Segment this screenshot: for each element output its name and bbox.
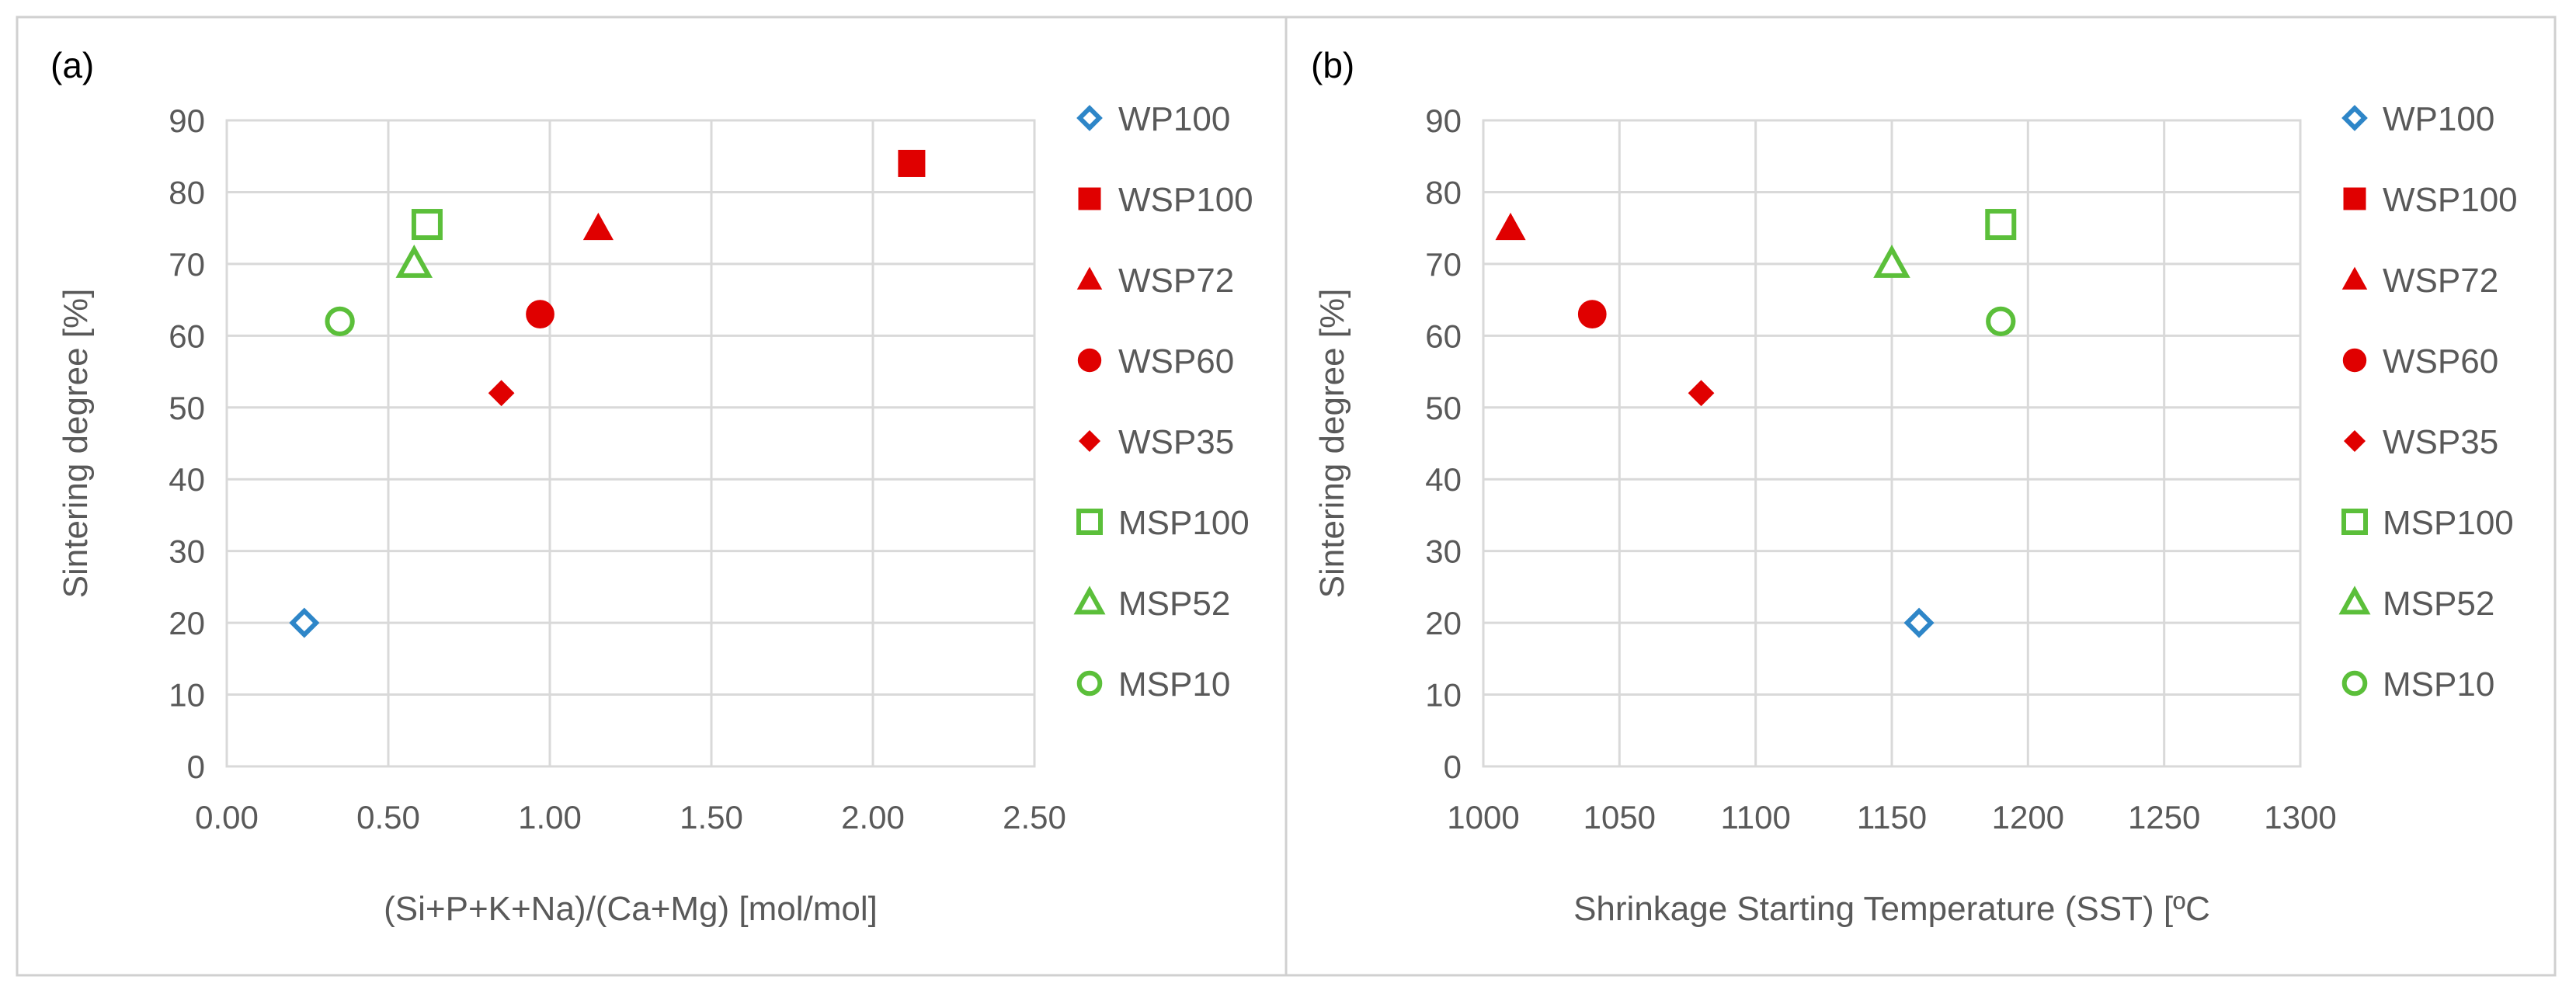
legend-marker-msp100	[2341, 509, 2368, 535]
legend-marker-wsp100	[2343, 187, 2366, 210]
legend-marker-wsp35	[1078, 429, 1101, 453]
data-point-msp10	[325, 306, 355, 336]
x-tick-label: 0.00	[195, 799, 259, 835]
x-tick-label: 1100	[1721, 799, 1791, 835]
legend-label-wsp35: WSP35	[1118, 423, 1234, 461]
y-tick-label: 30	[169, 533, 205, 570]
plot-area	[1482, 119, 2302, 768]
legend-label-wp100: WP100	[2383, 100, 2494, 138]
panel-b-frame	[1285, 16, 2557, 977]
y-tick-label: 30	[1425, 533, 1462, 570]
y-tick-label: 90	[1425, 102, 1462, 139]
legend-marker-wsp35	[2343, 429, 2366, 453]
data-point-wsp35	[1688, 380, 1715, 407]
x-tick-label: 0.50	[356, 799, 420, 835]
x-tick-label: 1000	[1447, 799, 1519, 835]
legend-label-wsp100: WSP100	[1118, 181, 1253, 219]
y-tick-label: 10	[169, 677, 205, 714]
y-tick-label: 0	[1444, 749, 1462, 785]
data-point-wsp100	[898, 149, 926, 177]
legend-marker-wsp72	[2341, 266, 2368, 290]
legend-marker-msp10	[2341, 670, 2368, 697]
legend-label-wp100: WP100	[1118, 100, 1230, 138]
y-tick-label: 20	[1425, 605, 1462, 641]
legend-label-wsp60: WSP60	[2383, 342, 2498, 380]
legend-label-wsp72: WSP72	[2383, 262, 2498, 300]
y-tick-label: 80	[169, 174, 205, 210]
y-tick-label: 60	[1425, 318, 1462, 354]
y-tick-label: 70	[169, 246, 205, 283]
legend-label-msp10: MSP10	[1118, 665, 1230, 703]
legend-marker-wsp100	[1078, 187, 1101, 210]
legend-label-msp100: MSP100	[2383, 504, 2514, 542]
x-tick-label: 1200	[1992, 799, 2064, 835]
y-tick-label: 50	[1425, 390, 1462, 426]
legend-label-wsp60: WSP60	[1118, 342, 1234, 380]
y-tick-label: 20	[169, 605, 205, 641]
x-tick-label: 1150	[1857, 799, 1927, 835]
legend-marker-wp100	[2341, 105, 2368, 131]
x-tick-label: 2.50	[1003, 799, 1066, 835]
legend-marker-msp100	[1076, 509, 1103, 535]
x-tick-label: 2.00	[841, 799, 905, 835]
legend-label-msp100: MSP100	[1118, 504, 1250, 542]
y-axis-label: Sintering degree [%]	[1313, 289, 1351, 599]
data-point-msp100	[411, 209, 443, 241]
y-axis-label: Sintering degree [%]	[57, 289, 95, 599]
legend-label-wsp72: WSP72	[1118, 262, 1234, 300]
y-tick-label: 70	[1425, 246, 1462, 283]
legend-marker-msp52	[2338, 585, 2371, 615]
legend-marker-wsp72	[1076, 266, 1103, 290]
x-tick-label: 1300	[2264, 799, 2336, 835]
legend-label-wsp35: WSP35	[2383, 423, 2498, 461]
data-point-wsp72	[582, 212, 614, 241]
legend-marker-wsp60	[2342, 348, 2367, 373]
legend-marker-msp52	[1073, 585, 1106, 615]
data-point-wp100	[289, 607, 320, 638]
legend-marker-wp100	[1076, 105, 1103, 131]
x-tick-label: 1.50	[680, 799, 743, 835]
data-point-msp100	[1985, 209, 2017, 241]
data-point-wsp60	[526, 300, 554, 328]
panel-b: (b) 0 10 20 30 40 50 60 70 80 90 1000 1050 1100 1150 12…	[1311, 45, 2518, 928]
panel-label: (b)	[1311, 45, 1354, 85]
panel-a: (a) 0 10 20 30 40 50 60 70 80 90 0.00 0.50 1.00 1.50 2.…	[50, 45, 1253, 928]
data-point-wsp60	[1577, 300, 1607, 328]
data-point-msp52	[1873, 245, 1910, 278]
data-point-msp52	[395, 245, 433, 278]
data-point-wsp35	[488, 380, 515, 407]
legend-label-wsp100: WSP100	[2383, 181, 2518, 219]
y-tick-label: 0	[187, 749, 205, 785]
legend-label-msp52: MSP52	[1118, 585, 1230, 623]
legend-label-msp10: MSP10	[2383, 665, 2494, 703]
plot-area	[225, 119, 1036, 768]
panel-label: (a)	[50, 45, 94, 85]
legend-marker-msp10	[1076, 670, 1103, 697]
x-tick-label: 1250	[2128, 799, 2200, 835]
x-axis-label: Shrinkage Starting Temperature (SST) [ºC	[1573, 890, 2210, 928]
y-tick-label: 60	[169, 318, 205, 354]
x-axis-label: (Si+P+K+Na)/(Ca+Mg) [mol/mol]	[384, 890, 878, 928]
y-tick-label: 10	[1425, 677, 1462, 714]
y-tick-label: 40	[169, 461, 205, 498]
legend-label-msp52: MSP52	[2383, 585, 2494, 623]
y-tick-label: 90	[169, 102, 205, 139]
x-tick-label: 1050	[1583, 799, 1656, 835]
legend-marker-wsp60	[1077, 348, 1102, 373]
x-tick-label: 1.00	[518, 799, 582, 835]
y-tick-label: 50	[169, 390, 205, 426]
y-tick-label: 80	[1425, 174, 1462, 210]
data-point-wsp72	[1495, 212, 1526, 241]
y-tick-label: 40	[1425, 461, 1462, 498]
data-point-msp10	[1986, 306, 2016, 336]
data-point-wp100	[1903, 607, 1935, 638]
